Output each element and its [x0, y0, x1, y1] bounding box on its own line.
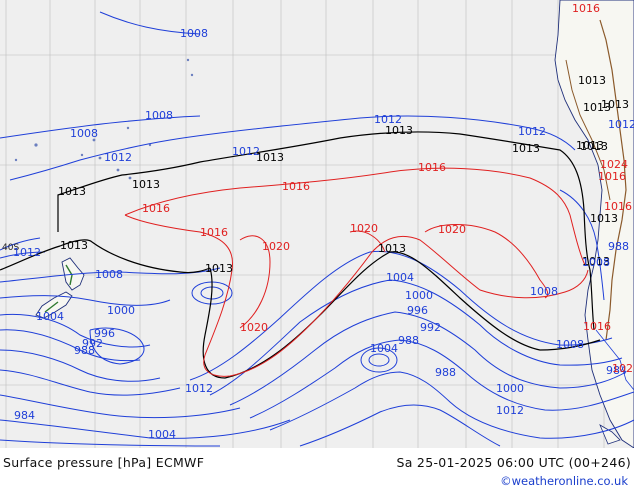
- isobar-label: 1012: [185, 382, 213, 395]
- map-title: Surface pressure [hPa] ECMWF: [3, 455, 205, 470]
- lat-label: 40S: [2, 243, 19, 253]
- isobar-label: 984: [14, 409, 35, 422]
- valid-time: Sa 25-01-2025 06:00 UTC (00+246): [396, 455, 631, 470]
- isobar-label: 1020: [262, 240, 290, 253]
- isobar-label: 1013: [601, 98, 629, 111]
- isobar-label: 1012: [104, 151, 132, 164]
- isobar-label: 984: [606, 364, 627, 377]
- isobar-label: 1013: [132, 178, 160, 191]
- isobar-label: 1008: [180, 27, 208, 40]
- isobar-label: 1016: [142, 202, 170, 215]
- isobar-label: 1020: [438, 223, 466, 236]
- isobar-label: 1008: [556, 338, 584, 351]
- isobar-label: 1008: [95, 268, 123, 281]
- isobar-label: 1013: [58, 185, 86, 198]
- isobar-label: 996: [407, 304, 428, 317]
- isobar-label: 1013: [580, 140, 608, 153]
- isobar-label: 1012: [13, 246, 41, 259]
- graticule: [0, 0, 634, 448]
- isobar-label: 1000: [496, 382, 524, 395]
- isobar-label: 1016: [604, 200, 632, 213]
- isobar-label: 1013: [590, 212, 618, 225]
- isobar-label: 1013: [583, 101, 611, 114]
- isobar-label: 1013: [385, 124, 413, 137]
- isobar-label: 1012: [518, 125, 546, 138]
- isobar-label: 1013: [256, 151, 284, 164]
- isobar-label: 1020: [350, 222, 378, 235]
- isobar-label: 992: [82, 337, 103, 350]
- isobar-label: 1000: [405, 289, 433, 302]
- isobar-label: 988: [608, 240, 629, 253]
- isobar-label: 1012: [496, 404, 524, 417]
- isobar-label: 988: [435, 366, 456, 379]
- isobar-label: 1013: [512, 142, 540, 155]
- isobar-label: 1016: [282, 180, 310, 193]
- isobar-label: 1012: [374, 113, 402, 126]
- isobar-label: 1024: [600, 158, 628, 171]
- isobar-label: 1016: [418, 161, 446, 174]
- isobar-label: 1004: [386, 271, 414, 284]
- isobar-label: 1016: [598, 170, 626, 183]
- isobar-label: 1016: [572, 2, 600, 15]
- isobar-label: 1013: [378, 242, 406, 255]
- isobar-label: 1004: [36, 310, 64, 323]
- isobar-label: 1012: [232, 145, 260, 158]
- isobar-label: 988: [74, 344, 95, 357]
- isobar-label: 1013: [582, 255, 610, 268]
- isobar-label: 1008: [530, 285, 558, 298]
- isobar-label: 1008: [145, 109, 173, 122]
- pressure-map: 40S 1008 1008 1008 1012 1012 1012 1012 1012 1013…: [0, 0, 634, 448]
- isobar-label: 1004: [148, 428, 176, 441]
- isobars-high: [124, 167, 589, 377]
- isobar-label: 1020: [240, 321, 268, 334]
- isobar-label: 1013: [578, 74, 606, 87]
- isobar-label: 988: [398, 334, 419, 347]
- isobars-1013: [0, 131, 601, 379]
- isobar-label: 1020: [612, 362, 634, 375]
- isobar-label: 1008: [70, 127, 98, 140]
- isobar-label: 992: [420, 321, 441, 334]
- latitude-labels: 40S: [2, 243, 19, 253]
- map-footer: [0, 448, 634, 490]
- isobar-label: 1013: [576, 139, 604, 152]
- isobar-label: 1012: [608, 118, 634, 131]
- isobar-label: 1004: [370, 342, 398, 355]
- isobars-low: [0, 11, 634, 447]
- isobar-label: 1000: [107, 304, 135, 317]
- isobar-label: 1016: [583, 320, 611, 333]
- new-zealand-land: [35, 257, 85, 319]
- isobar-label: 1013: [60, 239, 88, 252]
- isobar-label: 1016: [200, 226, 228, 239]
- isobar-label: 1008: [582, 256, 610, 269]
- isobar-label: 1013: [205, 262, 233, 275]
- pacific-islands: [14, 58, 194, 180]
- credit-link[interactable]: ©weatheronline.co.uk: [500, 474, 628, 488]
- isobar-label: 996: [94, 327, 115, 340]
- south-america-land: [554, 0, 634, 448]
